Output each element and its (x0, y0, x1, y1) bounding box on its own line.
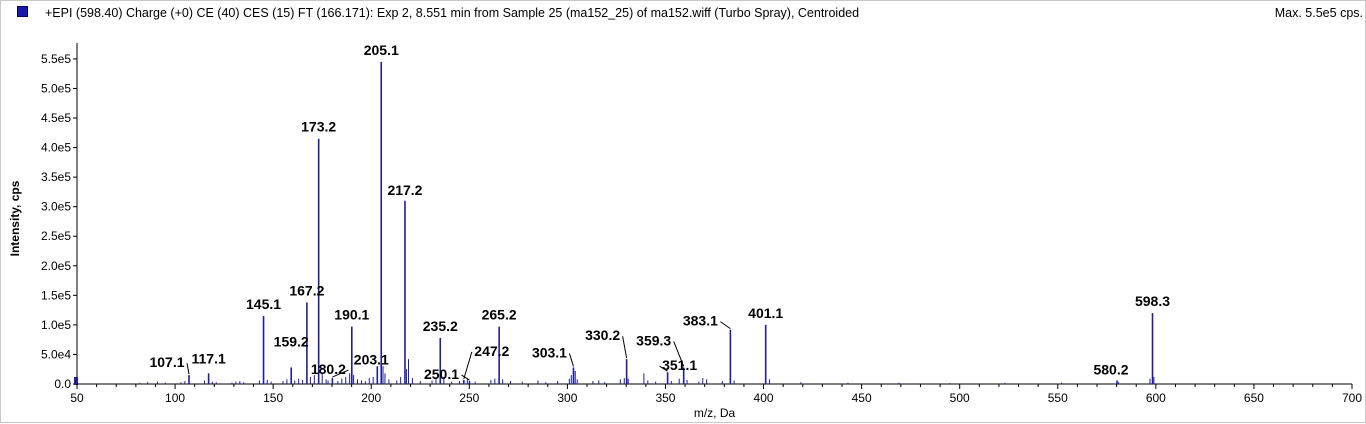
peak-label: 580.2 (1093, 361, 1128, 377)
x-axis: 50 100 150 200 250 300 350 400 450 500 550 600 650 70… (70, 383, 1362, 405)
x-tick-label: 700 (1342, 391, 1362, 405)
y-tick-label: 3.0e5 (41, 200, 71, 214)
label-leader-line (720, 321, 731, 330)
label-leader-line (186, 363, 190, 375)
label-leader-line (659, 365, 668, 372)
peak-label: 217.2 (387, 182, 422, 198)
y-tick-label: 3.5e5 (41, 170, 71, 184)
y-axis: 0.0 5.0e4 1.0e5 1.5e5 2.0e5 2.5e5 3.0e5 3.5e5 4.… (41, 43, 78, 391)
series-color-swatch[interactable] (17, 6, 28, 17)
minor-peaks (139, 359, 1155, 384)
peak-label: 107.1 (149, 354, 184, 370)
x-tick-label: 300 (557, 391, 577, 405)
major-peaks (188, 61, 1154, 384)
chart-header: +EPI (598.40) Charge (+0) CE (40) CES (1… (1, 1, 1366, 25)
peak-label: 598.3 (1135, 293, 1170, 309)
peak-label: 303.1 (532, 344, 567, 360)
peak-label: 330.2 (585, 327, 620, 343)
label-leader-line (461, 374, 470, 381)
x-axis-title: m/z, Da (694, 406, 736, 420)
chart-title: +EPI (598.40) Charge (+0) CE (40) CES (1… (45, 6, 860, 20)
peak-label: 190.1 (334, 307, 369, 323)
peak-label: 167.2 (289, 282, 324, 298)
y-tick-label: 1.0e5 (41, 318, 71, 332)
x-tick-label: 550 (1048, 391, 1068, 405)
y-tick-label: 2.0e5 (41, 259, 71, 273)
peak-label: 180.2 (311, 361, 346, 377)
label-leader-line (463, 351, 473, 380)
x-tick-label: 350 (655, 391, 675, 405)
peak-label: 159.2 (274, 333, 309, 349)
peak-label: 203.1 (354, 351, 389, 367)
peak-label: 117.1 (191, 350, 225, 366)
label-leader-line (622, 336, 628, 359)
y-tick-label: 2.5e5 (41, 229, 71, 243)
y-tick-label: 5.5e5 (41, 52, 71, 66)
x-tick-label: 250 (459, 391, 479, 405)
peak-label: 359.3 (636, 332, 671, 348)
y-tick-label: 5.0e5 (41, 81, 71, 95)
peak-label: 145.1 (246, 296, 281, 312)
peak-label: 247.2 (474, 343, 509, 359)
y-tick-label: 4.5e5 (41, 111, 71, 125)
y-tick-label: 5.0e4 (41, 347, 71, 361)
x-tick-label: 400 (754, 391, 774, 405)
peak-label: 401.1 (748, 305, 783, 321)
y-tick-label: 4.0e5 (41, 141, 71, 155)
x-tick-label: 200 (361, 391, 381, 405)
x-tick-label: 600 (1146, 391, 1166, 405)
y-tick-label: 0.0 (54, 377, 71, 391)
label-leader-line (332, 369, 349, 378)
origin-marker (74, 377, 78, 385)
peak-label: 351.1 (662, 357, 697, 373)
peak-label: 205.1 (364, 42, 399, 58)
label-leader-line (673, 341, 685, 367)
label-leaders (186, 321, 731, 381)
peak-label: 265.2 (482, 307, 517, 323)
x-tick-label: 500 (950, 391, 970, 405)
y-axis-title: Intensity, cps (8, 180, 22, 256)
peak-label: 235.2 (423, 318, 458, 334)
x-tick-label: 450 (852, 391, 872, 405)
max-intensity-label: Max. 5.5e5 cps. (1274, 6, 1363, 20)
x-tick-label: 50 (70, 391, 84, 405)
peak-label: 383.1 (683, 313, 718, 329)
label-leader-line (568, 353, 574, 367)
y-tick-label: 1.5e5 (41, 288, 71, 302)
peak-label: 173.2 (301, 119, 336, 135)
x-tick-label: 650 (1244, 391, 1264, 405)
peak-labels: 107.1 117.1 145.1 159.2 167.2 173.2 180.2 190.1… (149, 42, 1170, 382)
peak-label: 250.1 (424, 366, 459, 382)
x-tick-label: 100 (165, 391, 185, 405)
x-tick-label: 150 (263, 391, 283, 405)
